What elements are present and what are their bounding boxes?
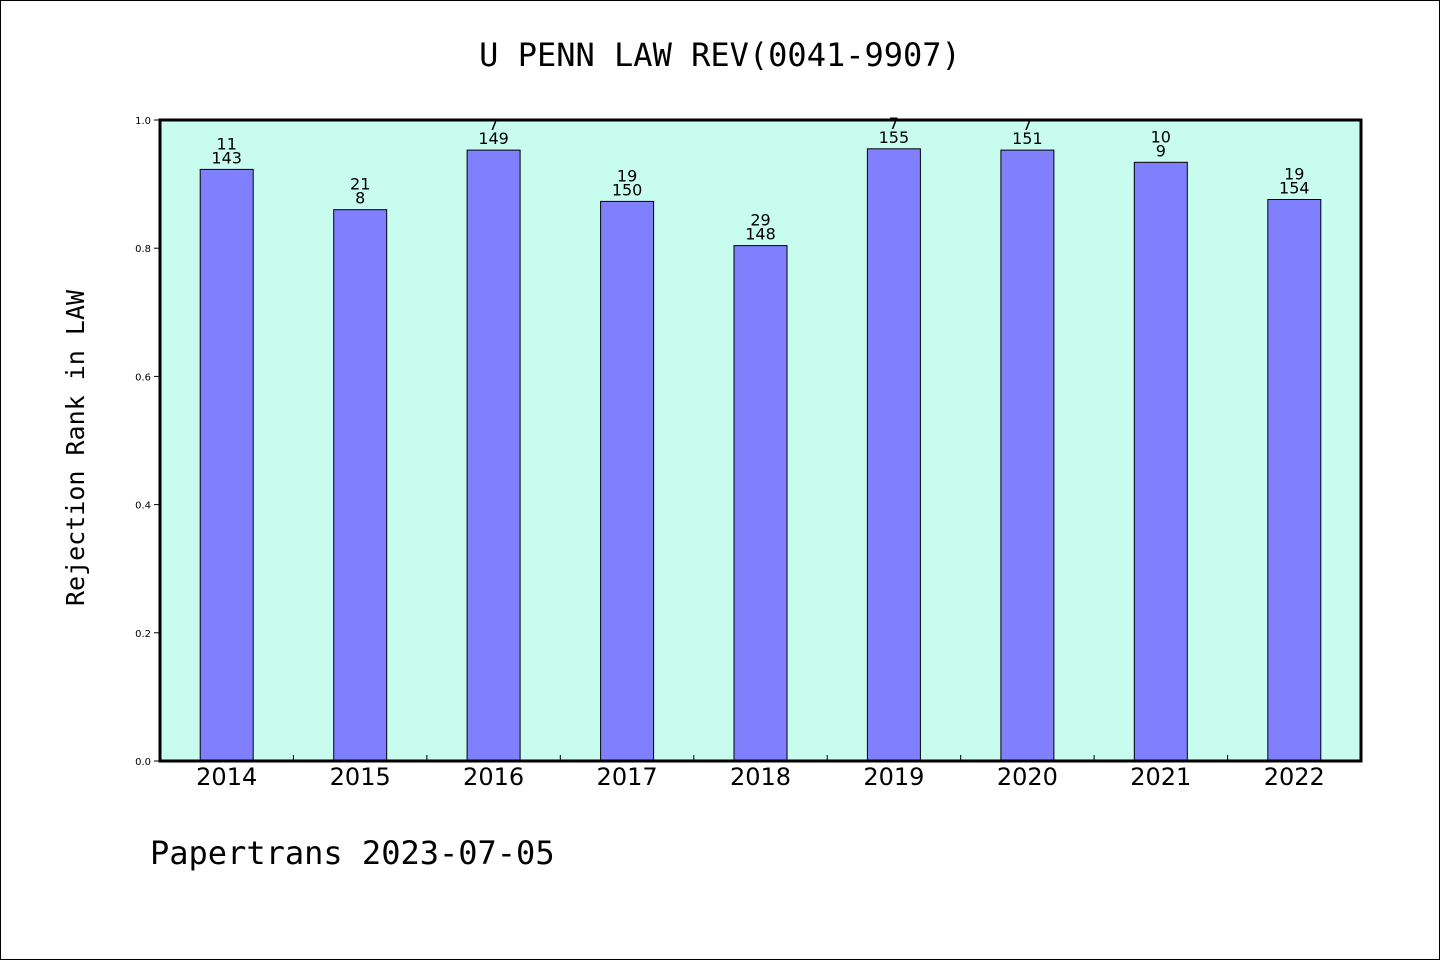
x-axis-ticks: 2014 2015 2016 2017 2018 2019 2020 2021 2022 [196,755,1325,791]
bar-label-top-2014: 11 [217,134,237,153]
bar-2017 [600,200,655,762]
bar-label-bottom-2022: 154 [1279,179,1310,198]
bar-label-bottom-2016: 149 [478,129,509,148]
y-tick-label-0.0: 0.0 [135,757,151,768]
y-axis-label: Rejection Rank in LAW [61,289,90,606]
bar-label-top-2015: 21 [350,175,370,194]
x-tick-label-2015: 2015 [330,763,391,791]
bar-label-top-2019: 7 [889,114,899,133]
x-tick-label-2020: 2020 [997,763,1058,791]
y-tick-label-1.0: 1.0 [135,116,151,127]
plot-frame [158,118,1363,763]
bar-label-top-2021: 10 [1151,127,1171,146]
bar-2020 [1000,149,1055,762]
bar-label-bottom-2018: 148 [745,225,776,244]
bar-label-top-2020: 7 [1022,115,1032,134]
bar-label-bottom-2019: 155 [879,128,910,147]
bar-label-bottom-2015: 8 [355,189,365,208]
x-tick-label-2022: 2022 [1264,763,1325,791]
bar-label-bottom-2021: 9 [1156,141,1166,160]
bar-label-top-2017: 19 [617,166,637,185]
x-tick-label-2021: 2021 [1130,763,1191,791]
bar-label-bottom-2017: 150 [612,180,643,199]
x-tick-label-2017: 2017 [597,763,658,791]
bars-group [199,148,1322,762]
bar-label-bottom-2014: 143 [211,148,242,167]
chart-title: U PENN LAW REV(0041-9907) [479,36,961,74]
x-tick-label-2018: 2018 [730,763,791,791]
y-tick-label-0.2: 0.2 [135,629,151,640]
bar-2021 [1133,161,1188,762]
y-axis-ticks: 0.0 0.2 0.4 0.6 0.8 1.0 [135,116,160,768]
y-tick-label-0.8: 0.8 [135,244,151,255]
y-tick-label-0.6: 0.6 [135,372,151,383]
bar-label-bottom-2020: 151 [1012,129,1043,148]
bar-label-top-2022: 19 [1284,165,1304,184]
y-tick-label-0.4: 0.4 [135,501,151,512]
bar-2018 [733,245,788,762]
footer-credit: Papertrans 2023-07-05 [150,834,555,872]
bar-2016 [466,149,521,762]
x-tick-label-2019: 2019 [863,763,924,791]
bar-label-top-2016: 7 [489,115,499,134]
x-tick-label-2014: 2014 [196,763,257,791]
bar-2015 [333,209,388,762]
bar-label-top-2018: 29 [750,211,770,230]
bar-2019 [866,148,921,762]
bar-2014 [199,168,254,762]
bar-2022 [1267,199,1322,762]
x-tick-label-2016: 2016 [463,763,524,791]
